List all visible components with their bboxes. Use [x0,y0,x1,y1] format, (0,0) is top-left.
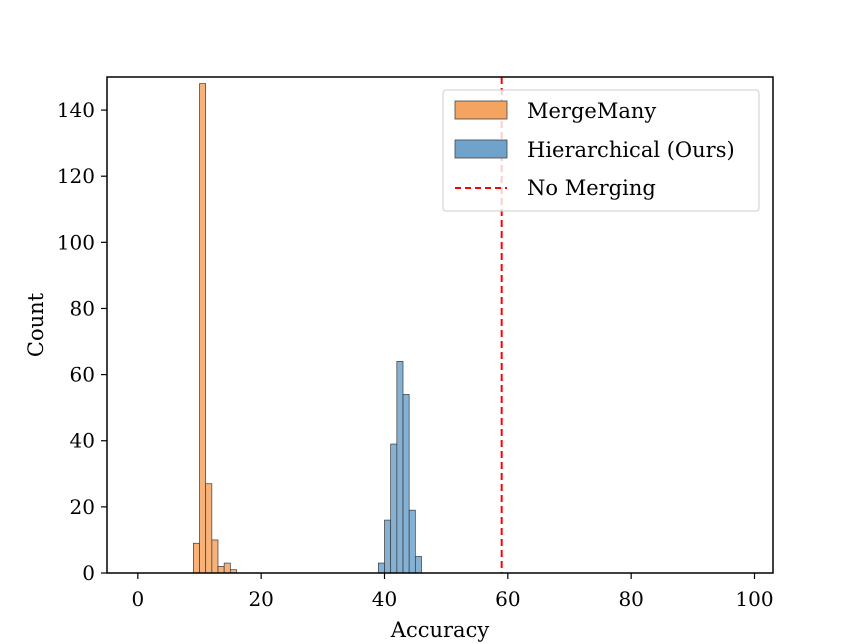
y-axis-label: Count [24,292,48,357]
y-tick-label: 0 [82,561,95,585]
bar-mergemany-9 [192,542,200,574]
bar-mergemany-13 [217,566,225,574]
bar-hierarchical-ours-45 [414,556,422,574]
bar-mergemany-12 [211,539,219,574]
x-tick-label: 100 [735,587,773,611]
legend-label-hierarchical: Hierarchical (Ours) [527,138,735,162]
x-axis-ticks: 0 20 40 60 80 100 [131,573,774,611]
legend-swatch-mergemany [454,100,508,120]
y-tick-label: 120 [57,164,95,188]
legend-label-mergemany: MergeMany [527,99,656,123]
x-tick-label: 0 [131,587,144,611]
bar-hierarchical-ours-39 [377,562,385,574]
y-tick-label: 40 [70,429,95,453]
legend-swatch-hierarchical [454,139,508,159]
y-axis-ticks: 0 20 40 60 80 100 120 140 [57,98,107,585]
bar-hierarchical-ours-40 [384,519,392,574]
legend-label-no-merging: No Merging [527,176,656,200]
bar-mergemany-14 [223,562,231,574]
bar-mergemany-10 [199,83,207,574]
y-tick-label: 140 [57,98,95,122]
bar-hierarchical-ours-44 [408,509,416,574]
bar-hierarchical-ours-43 [402,394,410,574]
x-tick-label: 60 [495,587,520,611]
y-tick-label: 20 [70,495,95,519]
bar-hierarchical-ours-42 [396,361,404,574]
bar-mergemany-11 [205,483,213,574]
legend-box [442,89,760,212]
y-tick-label: 60 [70,363,95,387]
legend: MergeMany Hierarchical (Ours) No Merging [442,89,760,212]
x-tick-label: 40 [372,587,397,611]
y-tick-label: 100 [57,230,95,254]
x-axis-label: Accuracy [390,618,490,642]
bar-hierarchical-ours-41 [390,443,398,574]
x-tick-label: 80 [618,587,643,611]
plot-frame [106,76,774,574]
x-tick-label: 20 [248,587,273,611]
bars-layer [192,83,422,574]
y-tick-label: 80 [70,296,95,320]
